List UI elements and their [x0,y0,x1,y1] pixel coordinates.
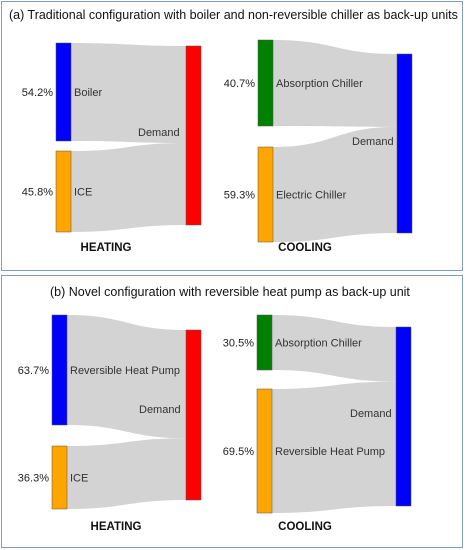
source-node-0 [256,314,273,371]
flow-0 [67,315,186,439]
cooling-sankey: 30.5% Absorption Chiller 69.5% Reversible H… [223,314,412,533]
sink-node [185,329,202,501]
panel-a-sankey: 54.2% Boiler 45.8% ICE Demand HEATING 40.7% Abs… [22,39,413,254]
sink-node [185,45,202,226]
source-node-0 [257,39,274,127]
flow-1 [273,126,397,242]
source-percent-0: 54.2% [22,87,53,99]
heating-label: HEATING [81,242,132,254]
flow-1 [71,143,186,232]
source-node-0 [51,314,68,426]
sink-label: Demand [138,127,180,139]
source-percent-0: 63.7% [18,365,49,377]
source-percent-1: 69.5% [223,446,254,458]
sink-label: Demand [139,404,181,416]
source-label-1: Reversible Heat Pump [275,446,385,458]
source-node-1 [256,388,273,514]
sink-node [395,326,412,507]
flow-1 [272,381,396,513]
sink-label: Demand [352,136,394,148]
cooling-label: COOLING [278,242,332,254]
source-node-1 [55,150,72,233]
heating-sankey: 63.7% Reversible Heat Pump 36.3% ICE Demand H… [18,314,202,533]
panel-a: (a) Traditional configuration with boile… [1,1,463,271]
panel-b: (b) Novel configuration with reversible … [1,275,463,548]
panel-b-title: (b) Novel configuration with reversible … [50,285,410,299]
source-percent-0: 30.5% [223,338,254,350]
source-percent-1: 36.3% [18,473,49,485]
cooling-sankey: 40.7% Absorption Chiller 59.3% Electric Chi… [224,39,413,254]
source-label-0: Boiler [74,87,102,99]
sink-node [396,53,413,234]
source-label-1: ICE [74,187,92,199]
source-label-1: ICE [70,473,88,485]
flow-0 [71,43,186,144]
cooling-label: COOLING [278,521,332,533]
heating-sankey: 54.2% Boiler 45.8% ICE Demand HEATING [22,42,202,254]
source-label-0: Absorption Chiller [275,338,362,350]
flow-1 [67,438,186,509]
panel-b-sankey: 63.7% Reversible Heat Pump 36.3% ICE Demand H… [18,314,412,533]
flow-0 [272,315,396,382]
source-node-1 [257,146,274,243]
source-percent-0: 40.7% [224,78,255,90]
source-percent-1: 45.8% [22,187,53,199]
source-percent-1: 59.3% [224,190,255,202]
source-label-0: Absorption Chiller [276,78,363,90]
source-node-1 [51,445,68,510]
source-label-1: Electric Chiller [276,190,347,202]
heating-label: HEATING [91,521,142,533]
panel-a-title: (a) Traditional configuration with boile… [9,8,458,22]
sink-label: Demand [350,408,392,420]
source-node-0 [55,42,72,142]
flow-0 [273,40,397,127]
source-label-0: Reversible Heat Pump [70,365,180,377]
